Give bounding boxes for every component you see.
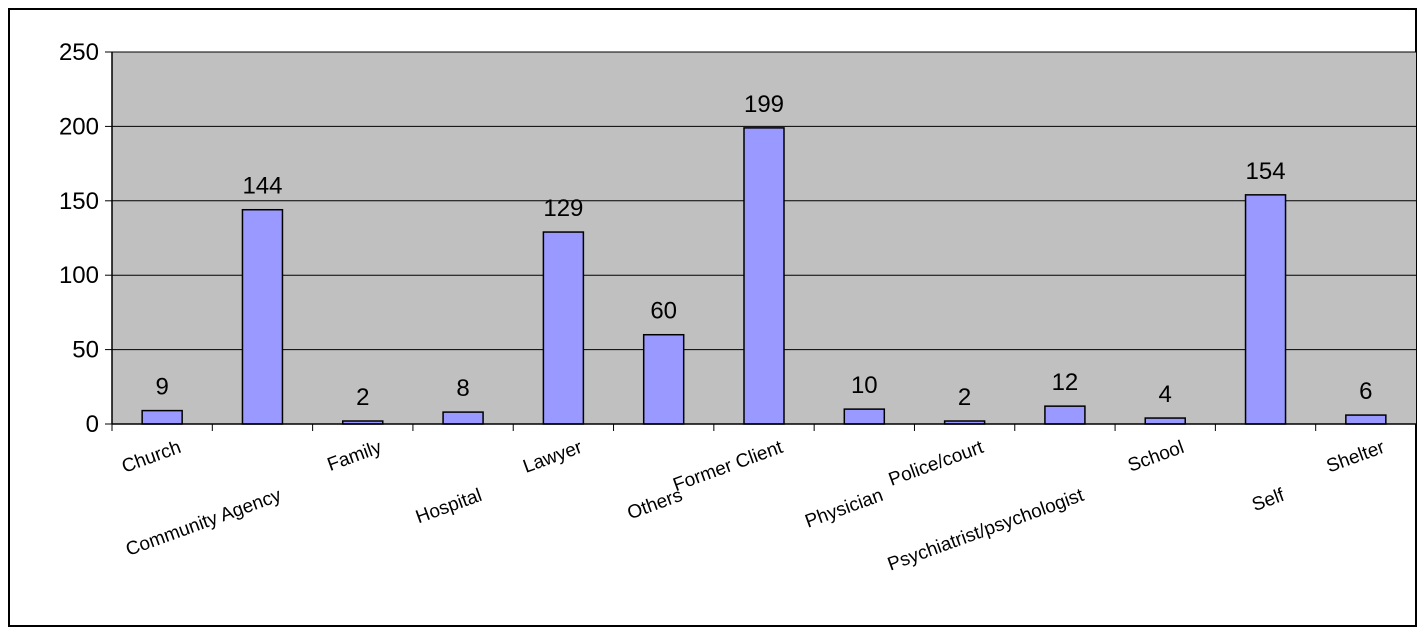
data-label: 2 <box>356 384 369 411</box>
bar <box>1345 414 1387 425</box>
data-label: 154 <box>1246 158 1286 185</box>
data-label: 144 <box>242 173 282 200</box>
data-label: 9 <box>155 374 168 401</box>
bar <box>442 411 484 425</box>
y-tick-label: 150 <box>59 188 99 215</box>
data-label: 2 <box>958 384 971 411</box>
axes <box>105 51 1417 431</box>
data-label: 60 <box>650 298 677 325</box>
bar <box>141 409 183 425</box>
y-tick-label: 0 <box>86 411 99 438</box>
y-axis-tick-labels: 0 50 100 150 200 250 <box>59 39 99 438</box>
bar <box>1044 405 1086 425</box>
data-label: 4 <box>1159 381 1172 408</box>
data-label: 10 <box>851 372 878 399</box>
bar <box>542 231 585 425</box>
bar <box>642 333 685 425</box>
data-label: 129 <box>543 195 583 222</box>
data-label: 199 <box>744 91 784 118</box>
data-label: 12 <box>1052 369 1079 396</box>
bar <box>1244 194 1287 425</box>
bar <box>241 208 284 425</box>
y-tick-label: 250 <box>59 39 99 66</box>
data-labels: 9 144 2 8 129 60 199 10 2 12 4 154 6 <box>155 91 1372 411</box>
bar <box>1144 417 1186 425</box>
y-tick-label: 200 <box>59 113 99 140</box>
bar <box>743 127 785 425</box>
y-tick-label: 100 <box>59 262 99 289</box>
data-label: 6 <box>1359 378 1372 405</box>
y-tick-label: 50 <box>72 337 99 364</box>
bar <box>843 408 886 425</box>
data-label: 8 <box>456 375 469 402</box>
